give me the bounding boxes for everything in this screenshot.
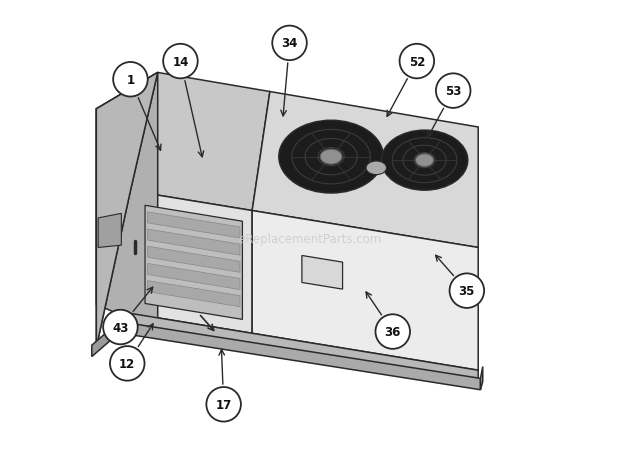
Circle shape xyxy=(206,387,241,422)
Text: 14: 14 xyxy=(172,56,188,68)
Circle shape xyxy=(450,274,484,308)
Polygon shape xyxy=(480,367,483,390)
Circle shape xyxy=(436,74,471,109)
Polygon shape xyxy=(148,281,240,307)
Text: 43: 43 xyxy=(112,321,128,334)
Text: 35: 35 xyxy=(459,284,475,298)
Text: 36: 36 xyxy=(384,325,401,339)
Polygon shape xyxy=(148,264,240,290)
Polygon shape xyxy=(148,247,240,273)
Circle shape xyxy=(376,314,410,349)
Polygon shape xyxy=(119,322,480,390)
Text: eReplacementParts.com: eReplacementParts.com xyxy=(238,233,382,245)
Text: 53: 53 xyxy=(445,85,461,98)
Polygon shape xyxy=(96,73,157,348)
Text: 12: 12 xyxy=(119,357,135,370)
Ellipse shape xyxy=(279,121,383,193)
Polygon shape xyxy=(130,191,252,334)
Circle shape xyxy=(163,45,198,79)
Polygon shape xyxy=(302,256,343,289)
Polygon shape xyxy=(92,322,119,357)
Polygon shape xyxy=(148,212,240,238)
Text: 1: 1 xyxy=(126,74,135,86)
Polygon shape xyxy=(148,229,240,256)
Circle shape xyxy=(113,63,148,97)
Ellipse shape xyxy=(320,150,342,165)
Polygon shape xyxy=(145,206,242,320)
Circle shape xyxy=(110,346,144,381)
Polygon shape xyxy=(98,214,122,248)
Polygon shape xyxy=(130,73,270,211)
Text: 52: 52 xyxy=(409,56,425,68)
Polygon shape xyxy=(252,92,478,248)
Polygon shape xyxy=(252,211,478,370)
Circle shape xyxy=(399,45,434,79)
Circle shape xyxy=(103,310,138,344)
Ellipse shape xyxy=(381,131,467,191)
Text: 17: 17 xyxy=(216,398,232,411)
Polygon shape xyxy=(96,73,157,348)
Ellipse shape xyxy=(366,162,386,175)
Text: 34: 34 xyxy=(281,37,298,50)
Circle shape xyxy=(272,26,307,61)
Polygon shape xyxy=(96,73,157,332)
Ellipse shape xyxy=(415,154,433,167)
Polygon shape xyxy=(130,313,478,389)
